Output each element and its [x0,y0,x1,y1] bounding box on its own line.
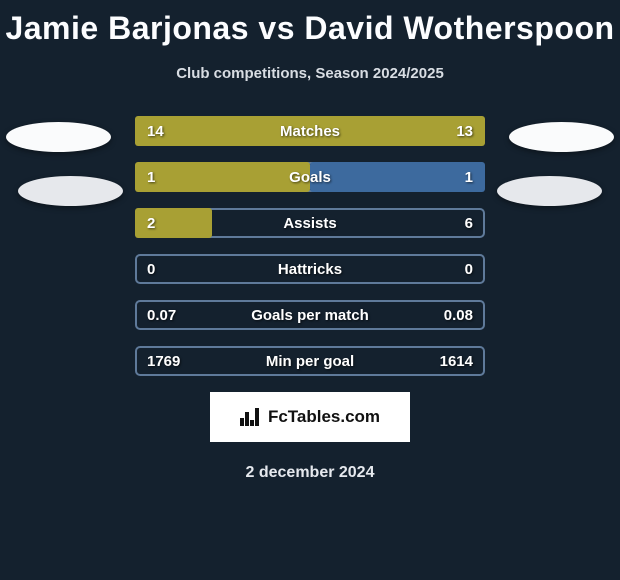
stat-value-right: 6 [465,208,473,238]
stat-row: 17691614Min per goal [135,346,485,376]
stats-container: 1413Matches11Goals26Assists00Hattricks0.… [0,116,620,376]
page-title: Jamie Barjonas vs David Wotherspoon [0,0,620,47]
stat-value-left: 0.07 [147,300,176,330]
stat-value-right: 1614 [440,346,473,376]
date-label: 2 december 2024 [0,464,620,482]
stat-value-right: 1 [465,162,473,192]
stat-value-right: 0.08 [444,300,473,330]
bar-outline [135,300,485,330]
bar-fill-left [135,116,485,146]
watermark: FcTables.com [210,392,410,442]
stat-row: 26Assists [135,208,485,238]
stat-value-left: 14 [147,116,164,146]
stat-value-left: 1769 [147,346,180,376]
chart-icon [240,408,262,426]
bar-fill-right [310,162,485,192]
stat-row: 11Goals [135,162,485,192]
stat-value-left: 1 [147,162,155,192]
stat-row: 00Hattricks [135,254,485,284]
bar-outline [135,254,485,284]
stat-row: 1413Matches [135,116,485,146]
stat-row: 0.070.08Goals per match [135,300,485,330]
bar-fill-left [135,162,310,192]
stat-value-left: 2 [147,208,155,238]
stat-value-right: 0 [465,254,473,284]
bar-outline [135,346,485,376]
subtitle: Club competitions, Season 2024/2025 [0,65,620,82]
stat-value-right: 13 [456,116,473,146]
watermark-text: FcTables.com [268,407,380,427]
stat-value-left: 0 [147,254,155,284]
